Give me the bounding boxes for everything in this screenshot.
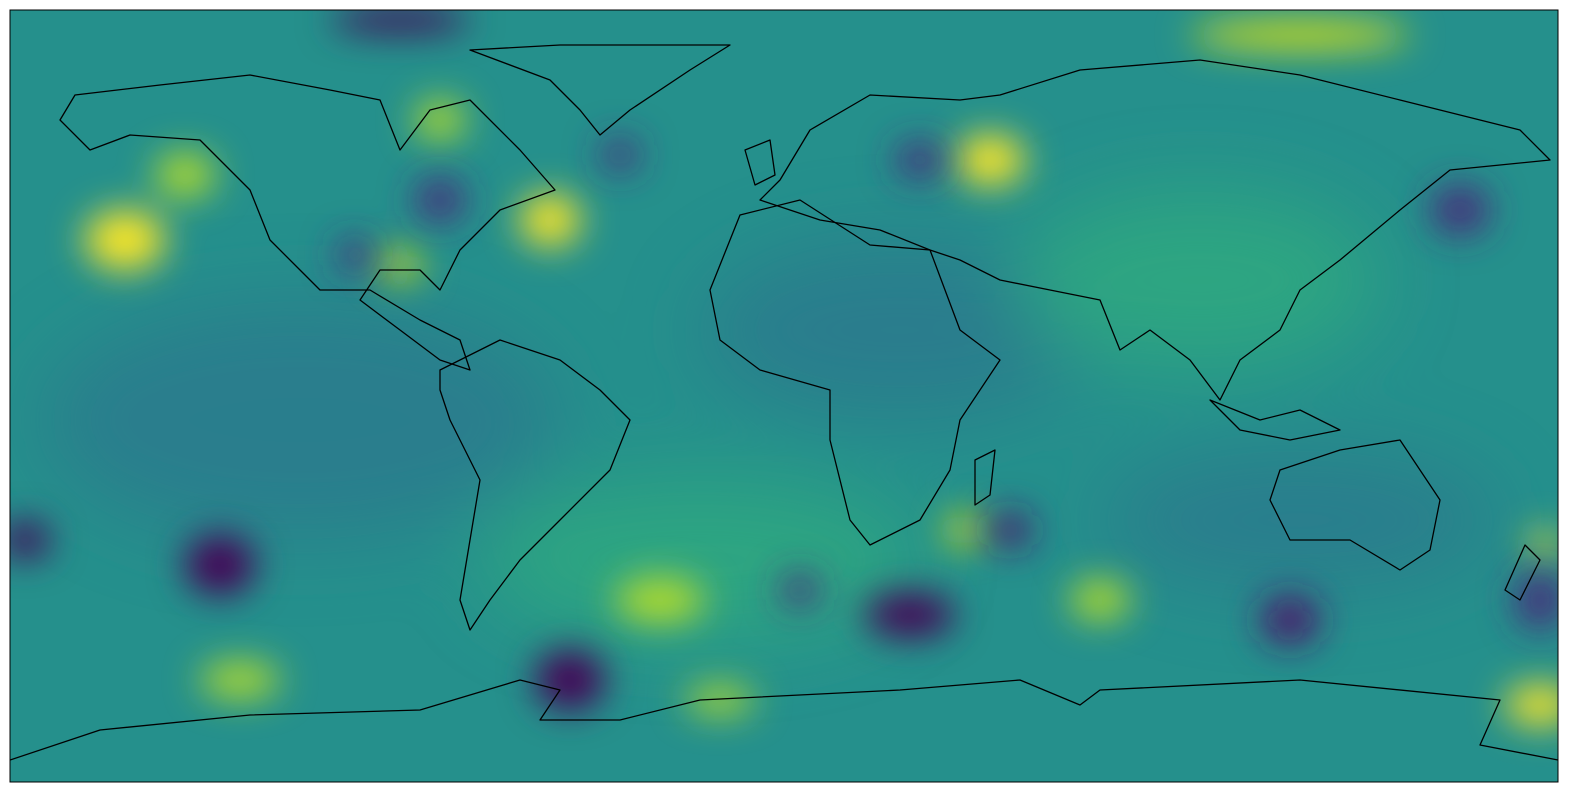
coastlines xyxy=(10,44,1558,761)
lows xyxy=(10,10,1558,710)
field xyxy=(10,10,1558,782)
map-frame xyxy=(9,9,1559,783)
highs xyxy=(85,21,1558,725)
